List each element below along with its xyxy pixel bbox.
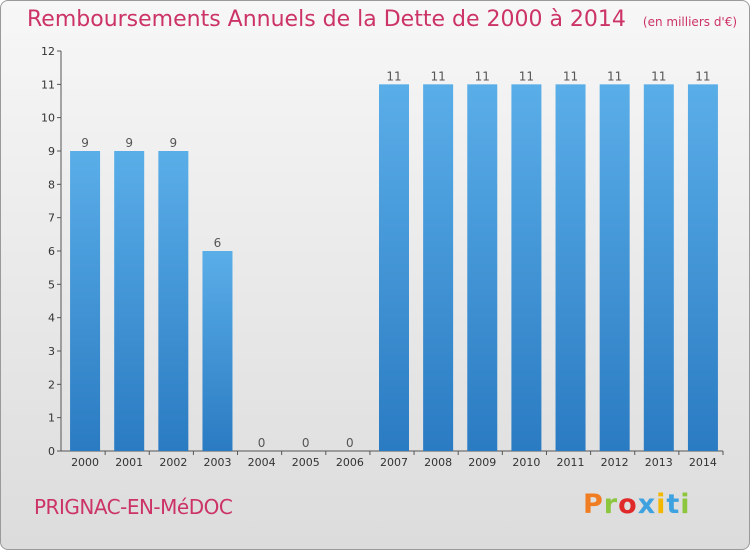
bar-2007	[379, 84, 409, 451]
x-tick-label-2004: 2004	[248, 456, 276, 469]
value-label-2007: 11	[386, 69, 401, 83]
logo-letter: i	[656, 489, 667, 520]
value-label-2008: 11	[430, 69, 445, 83]
bar-2000	[70, 151, 101, 451]
y-tick-label: 3	[48, 345, 55, 358]
x-tick-label-2005: 2005	[292, 456, 320, 469]
bar-2009	[467, 84, 498, 451]
y-tick-label: 2	[48, 378, 55, 391]
value-label-2003: 6	[214, 236, 222, 250]
y-tick-label: 5	[48, 278, 55, 291]
value-label-2013: 11	[651, 69, 666, 83]
y-tick-label: 6	[48, 245, 55, 258]
y-tick-label: 1	[48, 412, 55, 425]
value-label-2006: 0	[346, 436, 354, 450]
y-tick-label: 12	[41, 45, 55, 58]
logo-letter: o	[618, 489, 638, 520]
commune-name: PRIGNAC-EN-MéDOC	[34, 495, 233, 519]
bar-2008	[423, 84, 454, 451]
y-tick-label: 8	[48, 178, 55, 191]
bar-2012	[599, 84, 630, 451]
y-tick-label: 7	[48, 212, 55, 225]
y-tick-label: 4	[48, 312, 55, 325]
x-tick-label-2012: 2012	[601, 456, 629, 469]
value-label-2014: 11	[695, 69, 710, 83]
y-tick-label: 9	[48, 145, 55, 158]
chart-title: Remboursements Annuels de la Dette de 20…	[27, 7, 737, 32]
value-label-2010: 11	[519, 69, 534, 83]
value-label-2012: 11	[607, 69, 622, 83]
bar-2002	[158, 151, 189, 451]
logo-letter: x	[637, 489, 657, 520]
x-tick-label-2002: 2002	[159, 456, 187, 469]
chart-title-text: Remboursements Annuels de la Dette de 20…	[27, 7, 626, 32]
bar-2001	[114, 151, 145, 451]
y-tick-label: 10	[41, 112, 55, 125]
x-tick-label-2000: 2000	[71, 456, 99, 469]
x-tick-label-2008: 2008	[424, 456, 452, 469]
x-tick-label-2013: 2013	[645, 456, 673, 469]
value-label-2001: 9	[125, 136, 133, 150]
proxiti-logo: Proxiti	[583, 489, 691, 520]
y-tick-label: 11	[41, 78, 55, 91]
x-tick-label-2007: 2007	[380, 456, 408, 469]
value-label-2005: 0	[302, 436, 310, 450]
y-tick-label: 0	[48, 445, 55, 458]
value-label-2004: 0	[258, 436, 266, 450]
bar-2014	[687, 84, 718, 451]
logo-letter: r	[603, 489, 619, 520]
logo-letter: t	[666, 489, 681, 520]
bar-2010	[511, 84, 542, 451]
logo-letter: P	[583, 489, 604, 520]
x-tick-label-2009: 2009	[468, 456, 496, 469]
x-tick-label-2001: 2001	[115, 456, 143, 469]
logo-letter: i	[680, 489, 691, 520]
x-tick-label-2010: 2010	[512, 456, 540, 469]
value-label-2009: 11	[475, 69, 490, 83]
x-tick-label-2006: 2006	[336, 456, 364, 469]
chart-unit-text: (en milliers d'€)	[642, 15, 738, 29]
bar-2003	[202, 251, 233, 451]
bar-2013	[643, 84, 674, 451]
x-tick-label-2003: 2003	[203, 456, 231, 469]
x-tick-label-2014: 2014	[689, 456, 717, 469]
x-tick-label-2011: 2011	[557, 456, 585, 469]
value-label-2002: 9	[170, 136, 178, 150]
value-label-2000: 9	[81, 136, 89, 150]
value-label-2011: 11	[563, 69, 578, 83]
bar-2011	[555, 84, 586, 451]
